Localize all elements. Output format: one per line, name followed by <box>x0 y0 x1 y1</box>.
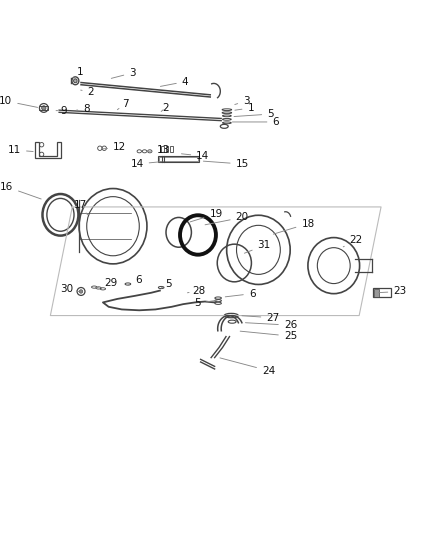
Text: 14: 14 <box>131 159 162 169</box>
Text: 4: 4 <box>160 77 188 87</box>
Text: 15: 15 <box>203 159 249 169</box>
Text: 28: 28 <box>187 286 205 296</box>
Text: 16: 16 <box>0 182 41 199</box>
Circle shape <box>42 106 46 110</box>
Bar <box>158 156 199 162</box>
Text: 2: 2 <box>81 87 94 97</box>
Text: 17: 17 <box>74 200 88 215</box>
Text: 31: 31 <box>244 240 271 253</box>
Text: 13: 13 <box>146 145 170 155</box>
Text: 6: 6 <box>128 274 141 285</box>
Bar <box>373 288 391 297</box>
Circle shape <box>79 290 83 293</box>
Text: 24: 24 <box>220 358 275 376</box>
Text: 1: 1 <box>235 103 254 113</box>
Bar <box>39 106 48 110</box>
Text: 19: 19 <box>190 209 223 222</box>
Text: 22: 22 <box>343 235 363 247</box>
Bar <box>161 146 164 152</box>
Text: 9: 9 <box>56 106 67 116</box>
Text: 3: 3 <box>235 96 250 106</box>
Bar <box>166 146 168 152</box>
Bar <box>170 146 173 152</box>
Text: 26: 26 <box>245 320 297 330</box>
Text: 3: 3 <box>111 68 136 78</box>
Text: 29: 29 <box>95 278 117 288</box>
Text: 6: 6 <box>225 289 255 298</box>
Ellipse shape <box>74 79 77 83</box>
Text: 18: 18 <box>273 219 314 234</box>
Text: 2: 2 <box>161 103 169 113</box>
Text: 5: 5 <box>194 298 217 308</box>
Text: 23: 23 <box>378 286 406 296</box>
Text: 6: 6 <box>232 117 279 127</box>
Text: 30: 30 <box>60 284 79 294</box>
Text: 1: 1 <box>74 67 83 77</box>
Text: 11: 11 <box>8 145 33 155</box>
Text: 27: 27 <box>242 313 279 323</box>
Text: 14: 14 <box>181 151 209 161</box>
Text: 5: 5 <box>161 279 172 289</box>
Text: 10: 10 <box>0 96 38 107</box>
Text: 25: 25 <box>240 331 297 341</box>
Text: 8: 8 <box>76 104 90 114</box>
Text: 7: 7 <box>117 99 128 110</box>
Bar <box>374 289 379 297</box>
Text: 5: 5 <box>234 109 274 119</box>
Bar <box>159 157 198 161</box>
Text: 20: 20 <box>205 213 249 225</box>
Text: 12: 12 <box>102 142 126 152</box>
